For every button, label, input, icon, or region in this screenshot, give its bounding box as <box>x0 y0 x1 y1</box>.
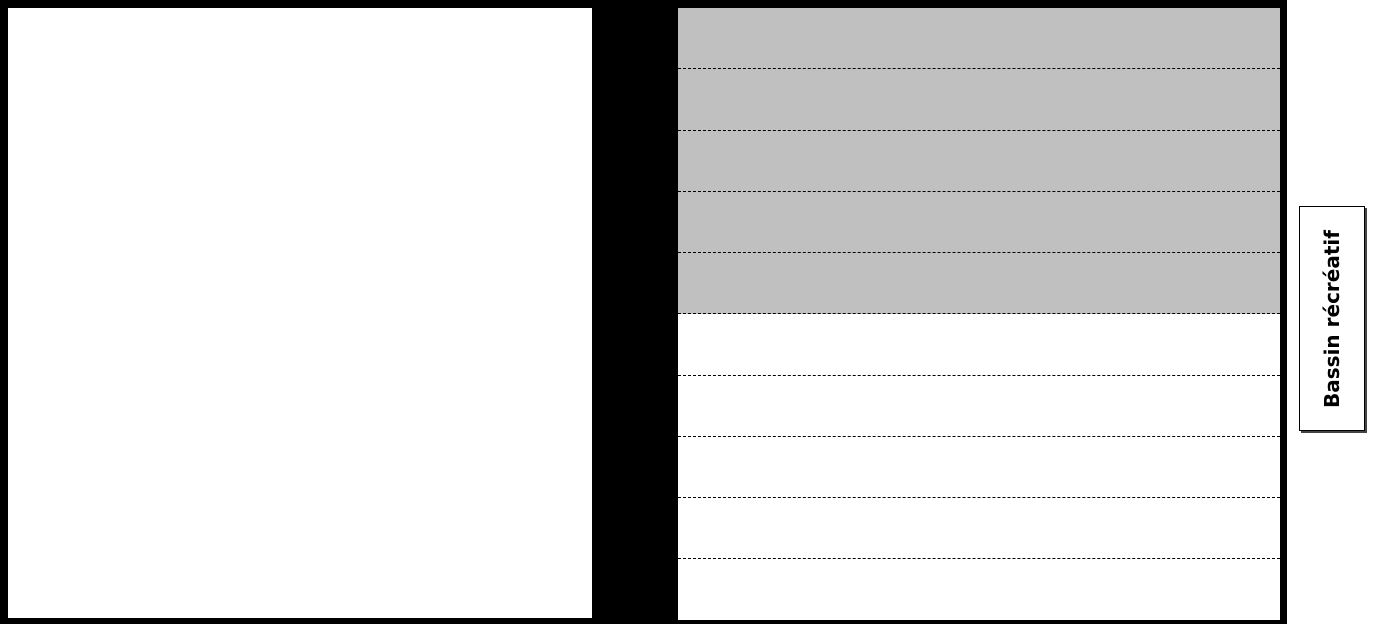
lane-1 <box>678 8 1280 70</box>
lane-3 <box>678 130 1280 192</box>
lane-10 <box>678 558 1280 620</box>
lane-5 <box>678 253 1280 315</box>
lane-6 <box>678 314 1280 376</box>
pool-outer-frame <box>0 0 1287 624</box>
pool-label-box: Bassin récréatif <box>1299 206 1365 431</box>
lane-8 <box>678 436 1280 498</box>
lane-area <box>678 8 1280 620</box>
pool-divider-strip <box>592 8 678 618</box>
lane-2 <box>678 69 1280 131</box>
lane-7 <box>678 375 1280 437</box>
lane-9 <box>678 497 1280 559</box>
open-swim-area <box>8 8 592 618</box>
lane-4 <box>678 191 1280 254</box>
pool-label: Bassin récréatif <box>1320 229 1344 408</box>
